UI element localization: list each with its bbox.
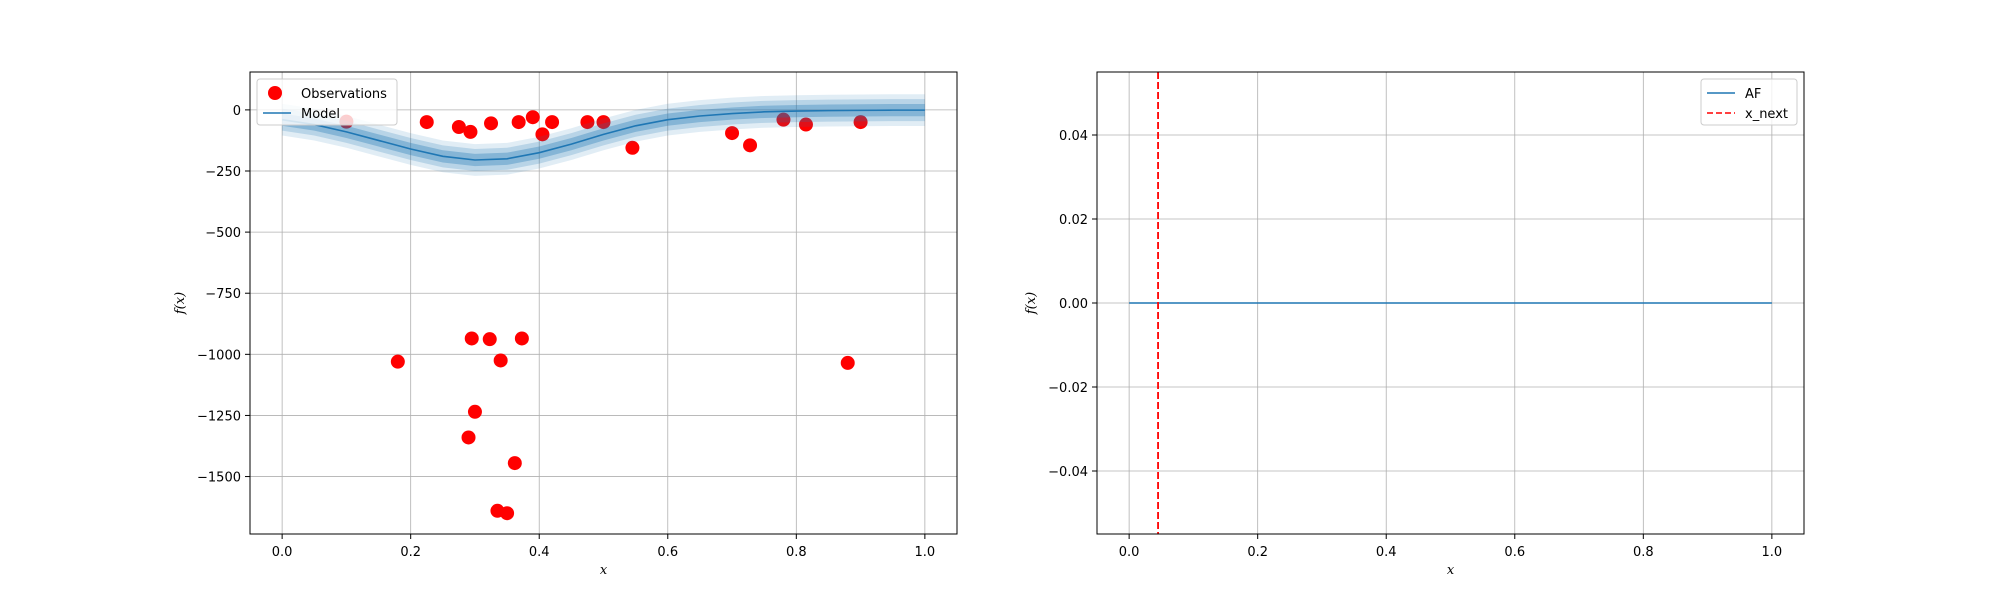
legend-label: Observations <box>301 87 387 102</box>
observation-point <box>725 126 740 141</box>
x-tick-label: 0.2 <box>1247 545 1268 560</box>
observation-point <box>743 138 758 153</box>
x-tick-label: 0.0 <box>272 545 293 560</box>
y-tick-label: −250 <box>205 165 241 180</box>
plot-area <box>282 94 925 521</box>
observation-point <box>596 115 611 130</box>
y-tick-label: 0.02 <box>1059 213 1088 228</box>
observation-point <box>840 355 855 370</box>
y-tick-label: −750 <box>205 287 241 302</box>
legend-label: Model <box>301 107 340 122</box>
y-tick-label: 0 <box>233 104 241 119</box>
legend-marker-observations <box>268 86 282 100</box>
legend-box <box>256 78 398 126</box>
observation-point <box>511 115 526 130</box>
observation-point <box>467 404 482 419</box>
observation-point <box>493 353 508 368</box>
x-tick-label: 0.4 <box>1376 545 1397 560</box>
chart-left: 0.0 0.2 0.4 0.6 0.8 1.0 0 −250 −500 −750 −1000 −125… <box>173 71 958 578</box>
observation-point <box>798 117 813 132</box>
observation-point <box>580 115 595 130</box>
y-axis-label: f(x) <box>173 292 188 315</box>
observation-point <box>545 115 560 130</box>
legend-label: x_next <box>1745 107 1788 122</box>
axes-frame <box>249 71 958 535</box>
x-tick-label: 0.2 <box>400 545 421 560</box>
observation-point <box>525 110 540 125</box>
legend: AF x_next <box>1700 78 1798 126</box>
y-tick-label: 0.04 <box>1059 129 1088 144</box>
observation-point <box>451 120 466 134</box>
plot-area <box>1129 72 1772 534</box>
observation-point <box>484 116 499 131</box>
observation-point <box>390 354 405 369</box>
observation-point <box>463 124 478 139</box>
y-tick-label: −1000 <box>197 348 241 363</box>
observation-point <box>507 456 522 471</box>
y-tick-label: −0.04 <box>1048 465 1088 480</box>
x-tick-label: 1.0 <box>1762 545 1783 560</box>
x-tick-label: 0.8 <box>1633 545 1654 560</box>
y-tick-label: 0.00 <box>1059 297 1088 312</box>
x-axis-label: x <box>600 563 608 578</box>
y-tick-label: −1250 <box>197 409 241 424</box>
x-tick-label: 1.0 <box>915 545 936 560</box>
x-tick-label: 0.4 <box>529 545 550 560</box>
x-tick-label: 0.6 <box>657 545 678 560</box>
y-tick-label: −1500 <box>197 471 241 486</box>
chart-right: 0.0 0.2 0.4 0.6 0.8 1.0 0.04 0.02 0.00 −0.02 −0.04… <box>1024 71 1805 578</box>
series-line-model <box>282 109 925 161</box>
y-tick-label: −500 <box>205 226 241 241</box>
x-axis-label: x <box>1447 563 1455 578</box>
observation-point <box>625 140 640 155</box>
x-tick-label: 0.6 <box>1504 545 1525 560</box>
x-tick-label: 0.0 <box>1119 545 1140 560</box>
legend-label: AF <box>1745 87 1761 102</box>
x-tick-label: 0.8 <box>786 545 807 560</box>
observation-point <box>464 331 479 346</box>
observation-point <box>514 331 529 346</box>
observation-point <box>535 127 550 142</box>
y-tick-label: −0.02 <box>1048 381 1088 396</box>
observation-point <box>500 506 515 521</box>
y-axis-label: f(x) <box>1024 292 1039 315</box>
observation-point <box>482 332 497 347</box>
observation-point <box>776 112 791 127</box>
observation-point <box>419 115 434 130</box>
observation-point <box>853 115 868 130</box>
legend: Observations Model <box>256 78 398 126</box>
observation-point <box>461 430 476 445</box>
